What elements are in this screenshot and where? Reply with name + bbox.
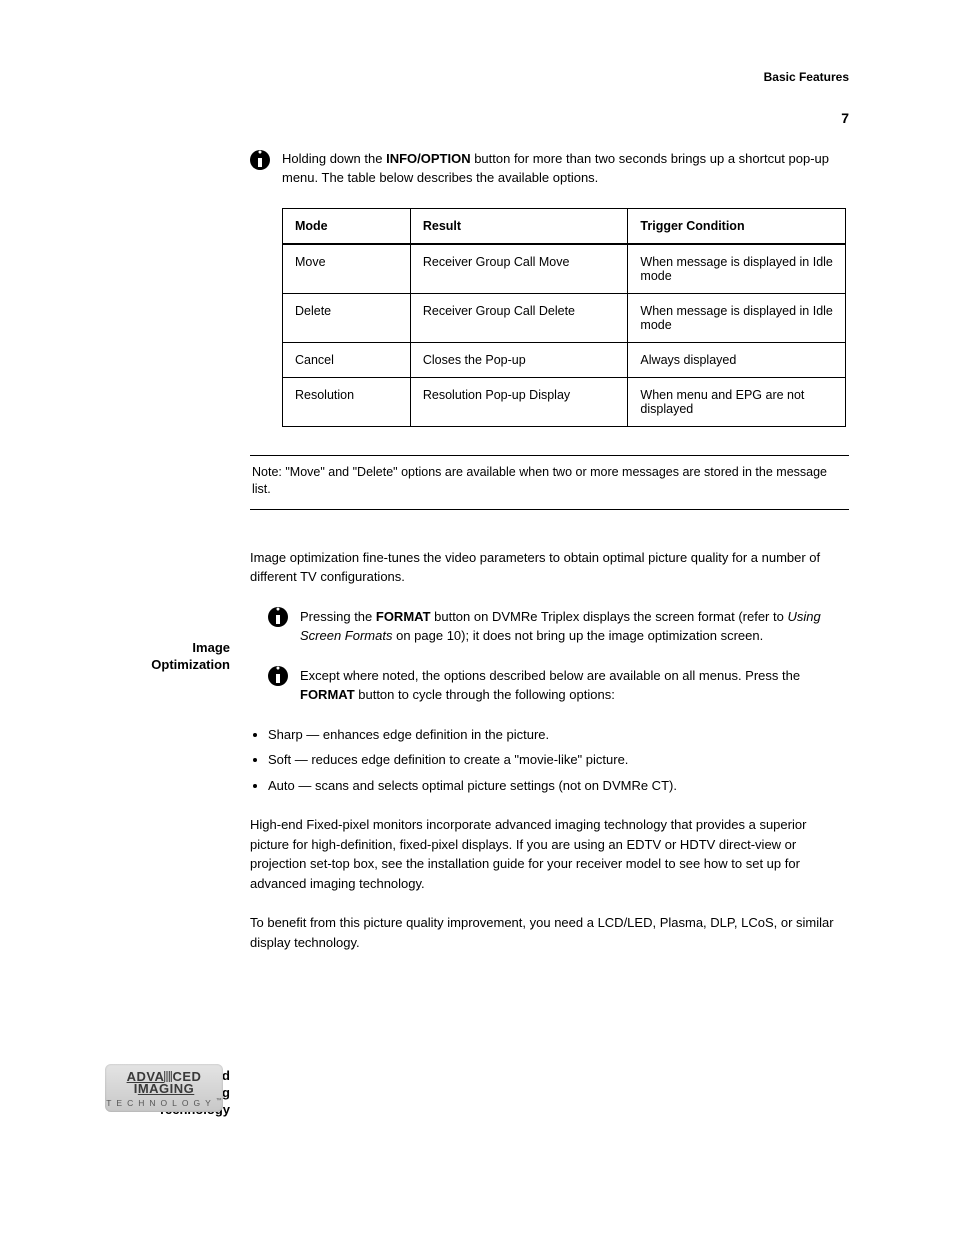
table-row: Move Receiver Group Call Move When messa… bbox=[283, 244, 846, 294]
table-header-row: Mode Result Trigger Condition bbox=[283, 208, 846, 244]
info-icon bbox=[268, 607, 288, 627]
col-header-trigger: Trigger Condition bbox=[628, 208, 846, 244]
sidebar-heading-image-optimization: Image Optimization bbox=[105, 640, 230, 674]
shortcut-options-table: Mode Result Trigger Condition Move Recei… bbox=[282, 208, 846, 427]
page-number: 7 bbox=[841, 110, 849, 126]
info-icon bbox=[268, 666, 288, 686]
info-note-format-cycle: Except where noted, the options describe… bbox=[268, 666, 849, 705]
advanced-imaging-badge: ADVACED IMAGING TECHNOLOGY™ bbox=[105, 1064, 223, 1112]
image-opt-intro: Image optimization fine-tunes the video … bbox=[250, 548, 849, 587]
table-row: Delete Receiver Group Call Delete When m… bbox=[283, 293, 846, 342]
header-section-label: Basic Features bbox=[764, 70, 849, 84]
info-note-format-dvmre: Pressing the FORMAT button on DVMRe Trip… bbox=[268, 607, 849, 646]
list-item: Sharp — enhances edge definition in the … bbox=[268, 725, 849, 745]
section-advanced-imaging: High-end Fixed-pixel monitors incorporat… bbox=[250, 815, 849, 952]
info-note-shortcut: Holding down the INFO/OPTION button for … bbox=[250, 150, 849, 188]
list-item: Soft — reduces edge definition to create… bbox=[268, 750, 849, 770]
list-item: Auto — scans and selects optimal picture… bbox=[268, 776, 849, 796]
adv-img-para2: To benefit from this picture quality imp… bbox=[250, 913, 849, 952]
note-move-delete: Note: "Move" and "Delete" options are av… bbox=[250, 456, 849, 509]
info-icon bbox=[250, 150, 270, 170]
col-header-result: Result bbox=[410, 208, 628, 244]
table-row: Resolution Resolution Pop-up Display Whe… bbox=[283, 377, 846, 426]
col-header-mode: Mode bbox=[283, 208, 411, 244]
section-image-optimization: Image optimization fine-tunes the video … bbox=[250, 548, 849, 796]
adv-img-para1: High-end Fixed-pixel monitors incorporat… bbox=[250, 815, 849, 893]
image-opt-bullet-list: Sharp — enhances edge definition in the … bbox=[268, 725, 849, 796]
table-row: Cancel Closes the Pop-up Always displaye… bbox=[283, 342, 846, 377]
note-rule-bottom bbox=[250, 509, 849, 510]
